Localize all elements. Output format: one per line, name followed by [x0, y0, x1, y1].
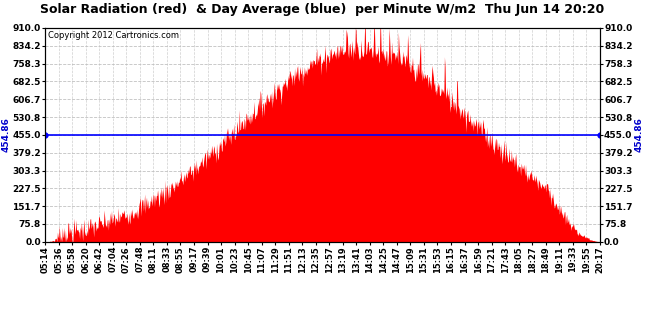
Text: 454.86: 454.86: [2, 117, 11, 152]
Text: Copyright 2012 Cartronics.com: Copyright 2012 Cartronics.com: [48, 31, 179, 40]
Text: Solar Radiation (red)  & Day Average (blue)  per Minute W/m2  Thu Jun 14 20:20: Solar Radiation (red) & Day Average (blu…: [41, 3, 604, 16]
Text: 454.86: 454.86: [634, 117, 643, 152]
